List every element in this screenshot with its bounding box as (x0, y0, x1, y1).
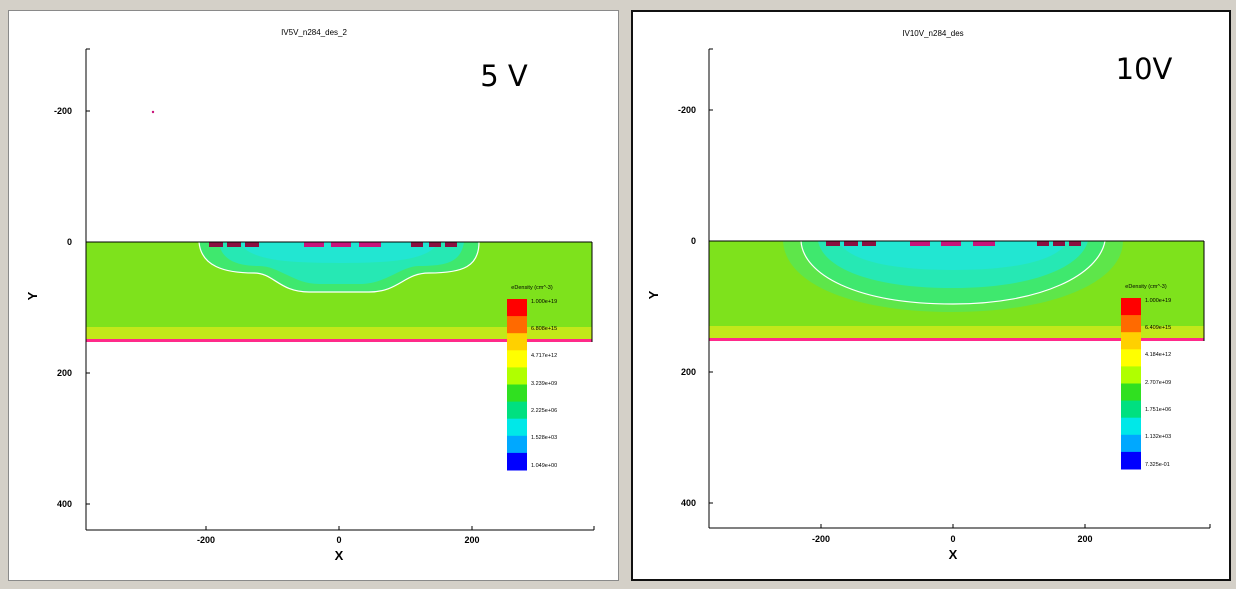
colorbar-swatch (507, 435, 527, 454)
y-axis-title: Y (25, 291, 40, 300)
colorbar-swatch (507, 350, 527, 368)
depletion-core (239, 242, 439, 263)
colorbar-swatch (1121, 383, 1141, 402)
depletion-core (838, 241, 1068, 270)
x-tick-label: 0 (950, 534, 955, 544)
legend-tick: 2.707e+09 (1145, 380, 1171, 386)
voltage-label: 5 V (480, 59, 528, 93)
y-tick-label: 200 (681, 367, 696, 377)
backside-contact (709, 338, 1204, 341)
x-tick-label: 200 (464, 535, 479, 545)
colorbar-swatch (1121, 298, 1141, 316)
colorbar-swatch (507, 333, 527, 351)
colorbar-swatch (1121, 349, 1141, 367)
colorbar-swatch (1121, 451, 1141, 470)
colorbar-swatch (507, 367, 527, 385)
y-axis-title: Y (646, 290, 661, 299)
colorbar-swatches (1121, 298, 1141, 470)
plot-title: IV5V_n284_des_2 (281, 28, 347, 37)
legend-tick: 6.808e+15 (531, 326, 557, 332)
colorbar-swatch (1121, 332, 1141, 350)
colorbar-swatch (1121, 434, 1141, 453)
colorbar-swatch (507, 384, 527, 403)
x-tick-label: -200 (197, 535, 215, 545)
legend-tick: 4.184e+12 (1145, 352, 1171, 358)
legend-tick: 6.409e+15 (1145, 325, 1171, 331)
colorbar-legend: eDensity (cm^-3) 1.000e+19 6.409e+15 4.1… (1121, 284, 1171, 470)
x-tick-label: 0 (336, 535, 341, 545)
legend-tick: 1.751e+06 (1145, 407, 1171, 413)
colorbar-swatch (1121, 315, 1141, 333)
x-ticks: -200 0 200 (812, 524, 1093, 544)
y-ticks: -200 0 200 400 (54, 106, 90, 509)
colorbar-swatch (507, 418, 527, 437)
legend-tick: 2.225e+06 (531, 408, 557, 414)
backside-gradient (709, 326, 1204, 338)
plot-title: IV10V_n284_des (902, 29, 963, 38)
legend-tick: 4.717e+12 (531, 353, 557, 359)
y-tick-label: 0 (691, 236, 696, 246)
backside-gradient (86, 327, 592, 339)
voltage-label: 10V (1116, 52, 1173, 86)
colorbar-swatch (507, 401, 527, 420)
plot-5v: IV5V_n284_des_2 5 V (25, 28, 595, 563)
device-region (86, 241, 593, 342)
legend-tick: 1.000e+19 (1145, 298, 1171, 304)
y-tick-label: -200 (54, 106, 72, 116)
plot-window-5v: IV5V_n284_des_2 5 V (8, 10, 619, 581)
colorbar-swatch (1121, 366, 1141, 384)
legend-title: eDensity (cm^-3) (511, 285, 553, 291)
y-tick-label: 400 (57, 499, 72, 509)
colorbar-legend: eDensity (cm^-3) 1.000e+19 6.808e+15 4.7… (507, 285, 557, 471)
y-tick-label: -200 (678, 105, 696, 115)
legend-title: eDensity (cm^-3) (1125, 284, 1167, 290)
legend-tick: 1.049e+00 (531, 463, 557, 469)
x-axis-title: X (949, 547, 958, 562)
plot-window-10v: IV10V_n284_des 10V (631, 10, 1231, 581)
colorbar-swatch (507, 316, 527, 334)
colorbar-swatch (1121, 400, 1141, 419)
legend-tick: 1.528e+03 (531, 435, 557, 441)
backside-contact (86, 339, 592, 342)
legend-tick: 1.000e+19 (531, 299, 557, 305)
x-tick-label: 200 (1077, 534, 1092, 544)
x-ticks: -200 0 200 (197, 526, 480, 545)
x-tick-label: -200 (812, 534, 830, 544)
colorbar-swatches (507, 299, 527, 471)
colorbar-swatch (507, 299, 527, 317)
y-ticks: -200 0 200 400 (678, 105, 713, 508)
legend-tick: 7.325e-01 (1145, 462, 1170, 468)
implants (826, 241, 1081, 246)
legend-tick: 1.132e+03 (1145, 434, 1171, 440)
x-axis-title: X (335, 548, 344, 563)
depletion-edge (198, 241, 480, 293)
implants (209, 242, 457, 247)
colorbar-swatch (1121, 417, 1141, 436)
depletion-edge (800, 240, 1106, 305)
colorbar-swatch (507, 452, 527, 471)
y-tick-label: 400 (681, 498, 696, 508)
y-tick-label: 200 (57, 368, 72, 378)
stray-point (151, 110, 155, 114)
y-tick-label: 0 (67, 237, 72, 247)
plot-10v: IV10V_n284_des 10V (646, 29, 1211, 562)
legend-tick: 3.239e+09 (531, 381, 557, 387)
